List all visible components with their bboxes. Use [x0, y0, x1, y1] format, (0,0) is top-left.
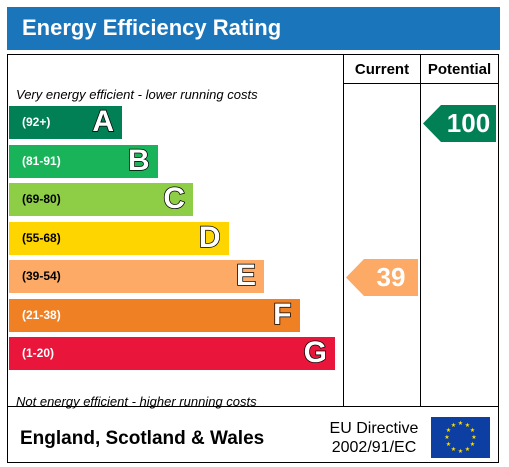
- svg-text:★: ★: [465, 422, 470, 429]
- band-letter: G: [303, 335, 328, 370]
- band-letter: C: [163, 181, 186, 216]
- eu-directive-line-1: EU Directive: [329, 420, 419, 437]
- band-b: (81-91) B: [9, 143, 158, 178]
- band-range-label: (21-38): [22, 307, 61, 322]
- current-column-header: Current: [354, 61, 410, 78]
- potential-arrow-shape: [423, 105, 496, 142]
- top-caption: Very energy efficient - lower running co…: [16, 87, 258, 102]
- svg-text:★: ★: [465, 446, 470, 453]
- band-letter: F: [272, 297, 292, 332]
- footer-divider: [8, 406, 498, 407]
- potential-column-header: Potential: [427, 61, 492, 78]
- current-rating-arrow: 39: [346, 259, 418, 296]
- band-range-label: (92+): [22, 115, 51, 129]
- eu-stars-icon: ★ ★ ★ ★ ★ ★ ★ ★ ★ ★ ★ ★: [444, 420, 476, 455]
- band-letter: B: [127, 143, 150, 178]
- current-column-divider: [343, 55, 344, 406]
- potential-arrow-fill: [423, 105, 496, 142]
- svg-text:★: ★: [471, 434, 476, 441]
- band-c: (69-80) C: [9, 181, 193, 216]
- header-bar: Energy Efficiency Rating: [7, 7, 500, 50]
- current-arrow-fill: [346, 259, 418, 296]
- eu-directive-label: EU Directive 2002/91/EC: [324, 419, 424, 457]
- svg-text:★: ★: [458, 420, 463, 427]
- svg-text:★: ★: [451, 422, 456, 429]
- bottom-caption: Not energy efficient - higher running co…: [16, 394, 257, 409]
- band-letter: A: [92, 104, 115, 139]
- band-g: (1-20) G: [9, 335, 335, 370]
- rating-frame: Current Potential Very energy efficient …: [7, 54, 499, 463]
- svg-text:★: ★: [451, 446, 456, 453]
- region-label: England, Scotland & Wales: [20, 428, 265, 449]
- chart-title: Energy Efficiency Rating: [22, 15, 282, 40]
- eu-directive-line-2: 2002/91/EC: [331, 439, 417, 456]
- band-range-label: (69-80): [22, 192, 61, 206]
- current-arrow-shape: [346, 259, 418, 296]
- svg-text:★: ★: [470, 441, 475, 448]
- band-e: (39-54) E: [9, 258, 264, 293]
- band-a: (92+) A: [9, 104, 122, 139]
- svg-text:★: ★: [444, 434, 449, 441]
- band-letter: E: [235, 258, 257, 293]
- band-range-label: (81-91): [22, 153, 61, 168]
- band-range-label: (55-68): [22, 230, 61, 245]
- svg-text:★: ★: [446, 441, 451, 448]
- band-range-label: (1-20): [22, 346, 55, 360]
- potential-column-divider: [420, 55, 421, 406]
- potential-rating-value: 100: [446, 108, 491, 138]
- band-range-label: (39-54): [22, 269, 61, 283]
- potential-rating-arrow: 100: [423, 105, 496, 142]
- svg-text:★: ★: [446, 427, 451, 434]
- svg-text:★: ★: [470, 427, 475, 434]
- current-rating-value: 39: [376, 262, 406, 292]
- eu-flag-icon: ★ ★ ★ ★ ★ ★ ★ ★ ★ ★ ★ ★: [431, 417, 490, 458]
- column-header-underline: [343, 83, 498, 84]
- svg-text:★: ★: [458, 448, 463, 455]
- band-d: (55-68) D: [9, 220, 229, 255]
- band-f: (21-38) F: [9, 297, 300, 332]
- band-letter: D: [198, 220, 221, 255]
